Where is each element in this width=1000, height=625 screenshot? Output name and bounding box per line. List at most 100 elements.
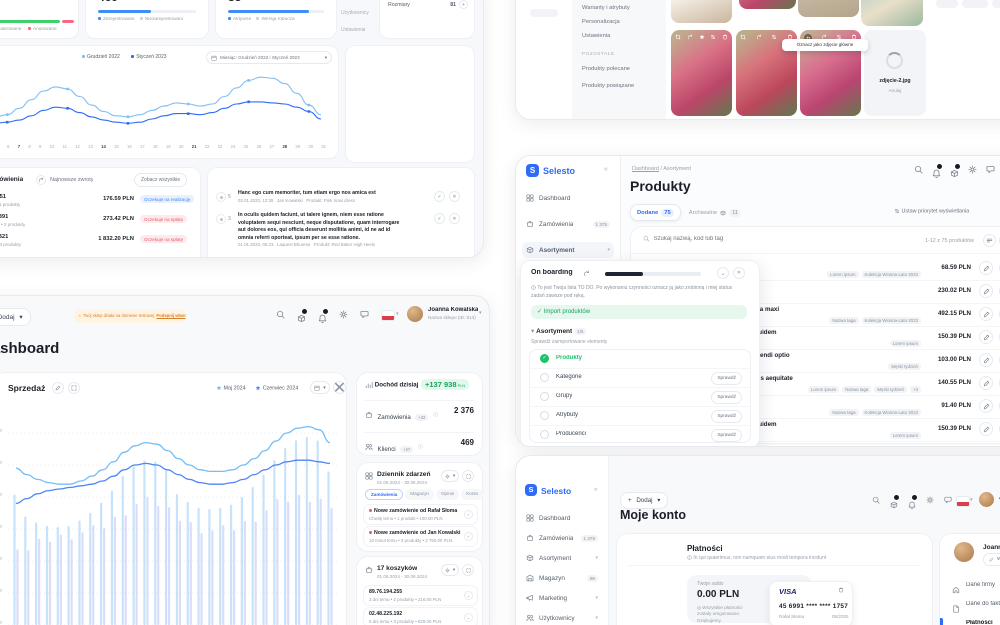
onboarding-done-item[interactable]: ✓ Import produktów [531, 305, 747, 319]
add-icon[interactable]: + [459, 0, 468, 9]
swap-icon[interactable] [710, 34, 716, 40]
product-photo[interactable] [861, 0, 923, 26]
crop-icon[interactable] [740, 34, 746, 40]
events-tab-magazyn[interactable]: Magazyn [405, 489, 434, 500]
edit-icon[interactable] [979, 376, 993, 390]
chart-period-dropdown[interactable]: Miesiąc: Grudzień 2022 i Styczeń 2023 ▾ [206, 51, 332, 64]
sidebar-item-zamówienia[interactable]: Zamówienia 1 375 [522, 216, 614, 232]
cart-item[interactable]: 02.48.225.192 6 dni temu • 3 produkty • … [363, 607, 478, 625]
sidebar-item-magazyn[interactable]: Magazyn 98 [522, 570, 602, 586]
dismiss-icon[interactable]: ✓ [464, 510, 473, 519]
onboarding-group[interactable]: ▾ Asortyment 1/5 [531, 327, 587, 335]
bell-icon[interactable] [318, 314, 327, 323]
edit-icon[interactable] [979, 330, 993, 344]
search-icon[interactable] [872, 496, 880, 504]
returns-toggle-icon[interactable] [36, 175, 46, 185]
user-menu-caret-icon[interactable]: ▾ [479, 310, 482, 316]
product-photo[interactable] [739, 0, 796, 9]
search-field[interactable] [643, 235, 793, 242]
credit-card[interactable]: VISA 45 6991 **** **** 1757 Rafał Słoma … [769, 581, 853, 625]
bell-icon[interactable] [908, 501, 916, 509]
onboarding-step-atrybuty[interactable]: Atrybuty Sprawdź [530, 407, 750, 426]
edit-icon[interactable] [979, 307, 993, 321]
search-icon[interactable] [914, 165, 923, 174]
menu-item[interactable]: Produkty polecane [582, 66, 631, 72]
reject-icon[interactable]: ✕ [449, 191, 460, 202]
search-input[interactable] [653, 235, 793, 242]
reject-icon[interactable]: ✕ [449, 213, 460, 224]
product-photo[interactable] [671, 0, 732, 23]
tag-pill[interactable] [936, 0, 958, 8]
expand-icon[interactable] [462, 564, 474, 576]
close-icon[interactable]: ✕ [733, 267, 745, 279]
more-button[interactable]: Więcej [983, 553, 1000, 566]
onboarding-step-produkty[interactable]: ✓ Produkty [530, 350, 750, 369]
event-item[interactable]: Nowe zamówienie od Rafał Słoma Chwilę te… [363, 504, 478, 525]
language-caret-icon[interactable]: ▾ [396, 311, 399, 317]
menu-item[interactable]: Personalizacja [582, 19, 620, 25]
edit-icon[interactable] [979, 422, 993, 436]
events-tab-konto[interactable]: Konto [461, 489, 484, 500]
sidebar-item[interactable]: Ustawienia [341, 27, 366, 33]
product-photo[interactable] [798, 0, 859, 17]
refresh-icon[interactable] [583, 270, 590, 277]
check-button[interactable]: Sprawdź [711, 391, 742, 404]
gear-icon[interactable] [926, 496, 934, 504]
bell-icon[interactable] [932, 169, 941, 178]
crop-icon[interactable] [675, 34, 681, 40]
menu-item[interactable]: Ustawienia [582, 33, 611, 39]
rotate-icon[interactable] [687, 34, 693, 40]
carts-settings-dropdown[interactable]: ▾ [441, 564, 459, 576]
avatar[interactable] [979, 492, 994, 507]
trash-icon[interactable] [838, 587, 844, 593]
sidebar-item-marketing[interactable]: Marketing ▾ [522, 590, 602, 606]
sidebar-collapsed-item[interactable] [530, 9, 558, 17]
orders-see-all-button[interactable]: Zobacz wszystkie [134, 173, 188, 187]
box-icon[interactable] [950, 169, 959, 178]
order-row[interactable]: #2023/7902891 Safwan Dander • 2 produkty… [0, 212, 200, 230]
events-tab-opinie[interactable]: Opinie [435, 489, 460, 500]
sidebar-item-dashboard[interactable]: Dashboard [522, 510, 602, 526]
tab-dodane[interactable]: Dodane 75 [630, 204, 681, 221]
upload-cancel-link[interactable]: Anuluj [888, 88, 902, 93]
edit-icon[interactable] [52, 382, 64, 394]
gear-icon[interactable] [968, 165, 977, 174]
sidebar-collapse-icon[interactable]: « [594, 486, 598, 493]
check-button[interactable]: Sprawdź [711, 372, 742, 385]
menu-item[interactable]: Warianty i atrybuty [582, 5, 630, 11]
check-button[interactable]: Sprawdź [711, 410, 742, 423]
dismiss-icon[interactable]: ✓ [464, 532, 473, 541]
approve-icon[interactable]: ✓ [434, 191, 445, 202]
gear-icon[interactable] [339, 310, 348, 319]
menu-item[interactable]: Produkty powiązane [582, 83, 635, 89]
priority-link[interactable]: Ustaw priorytet wyświetlania [894, 208, 1000, 214]
swap-icon[interactable] [771, 34, 777, 40]
collapse-icon[interactable]: ⌄ [717, 267, 729, 279]
edit-icon[interactable] [979, 353, 993, 367]
sidebar-item-zamówienia[interactable]: Zamówienia 1 375 [522, 530, 602, 546]
onboarding-step-kategorie[interactable]: Kategorie Sprawdź [530, 369, 750, 388]
sidebar-item-użytkownicy[interactable]: Użytkownicy ▾ [522, 610, 602, 625]
quick-count-row[interactable]: Rozmiary 81 + [388, 0, 468, 9]
language-flag-pl[interactable] [956, 496, 970, 507]
sidebar-item-asortyment[interactable]: Asortyment ▾ [522, 242, 614, 258]
events-tab-zamówienia[interactable]: Zamówienia [365, 489, 404, 500]
expand-icon[interactable] [462, 470, 474, 482]
event-item[interactable]: Nowe zamówienie od Jan Kowalski 10 minut… [363, 526, 478, 547]
expand-icon[interactable] [68, 382, 80, 394]
banner-link[interactable]: Podepnij własną domenę [156, 313, 186, 318]
chat-icon[interactable] [360, 310, 369, 319]
approve-icon[interactable]: ✓ [434, 213, 445, 224]
main-photo-star-icon[interactable] [699, 34, 705, 40]
sidebar-item-asortyment[interactable]: Asortyment ▾ [522, 550, 602, 566]
chat-icon[interactable] [986, 165, 995, 174]
tab-archiwalne[interactable]: Archiwalne 11 [689, 208, 742, 217]
tag-pill[interactable] [962, 0, 988, 8]
box-icon[interactable] [297, 314, 306, 323]
add-button[interactable]: + Dodaj ▾ [0, 308, 31, 326]
language-caret-icon[interactable]: ▾ [970, 497, 973, 503]
tag-pill[interactable] [992, 0, 1000, 8]
rotate-icon[interactable] [756, 34, 762, 40]
account-menu-dane-firmy[interactable]: Dane firmy [940, 578, 1000, 594]
sidebar-collapse-icon[interactable]: « [604, 166, 608, 173]
